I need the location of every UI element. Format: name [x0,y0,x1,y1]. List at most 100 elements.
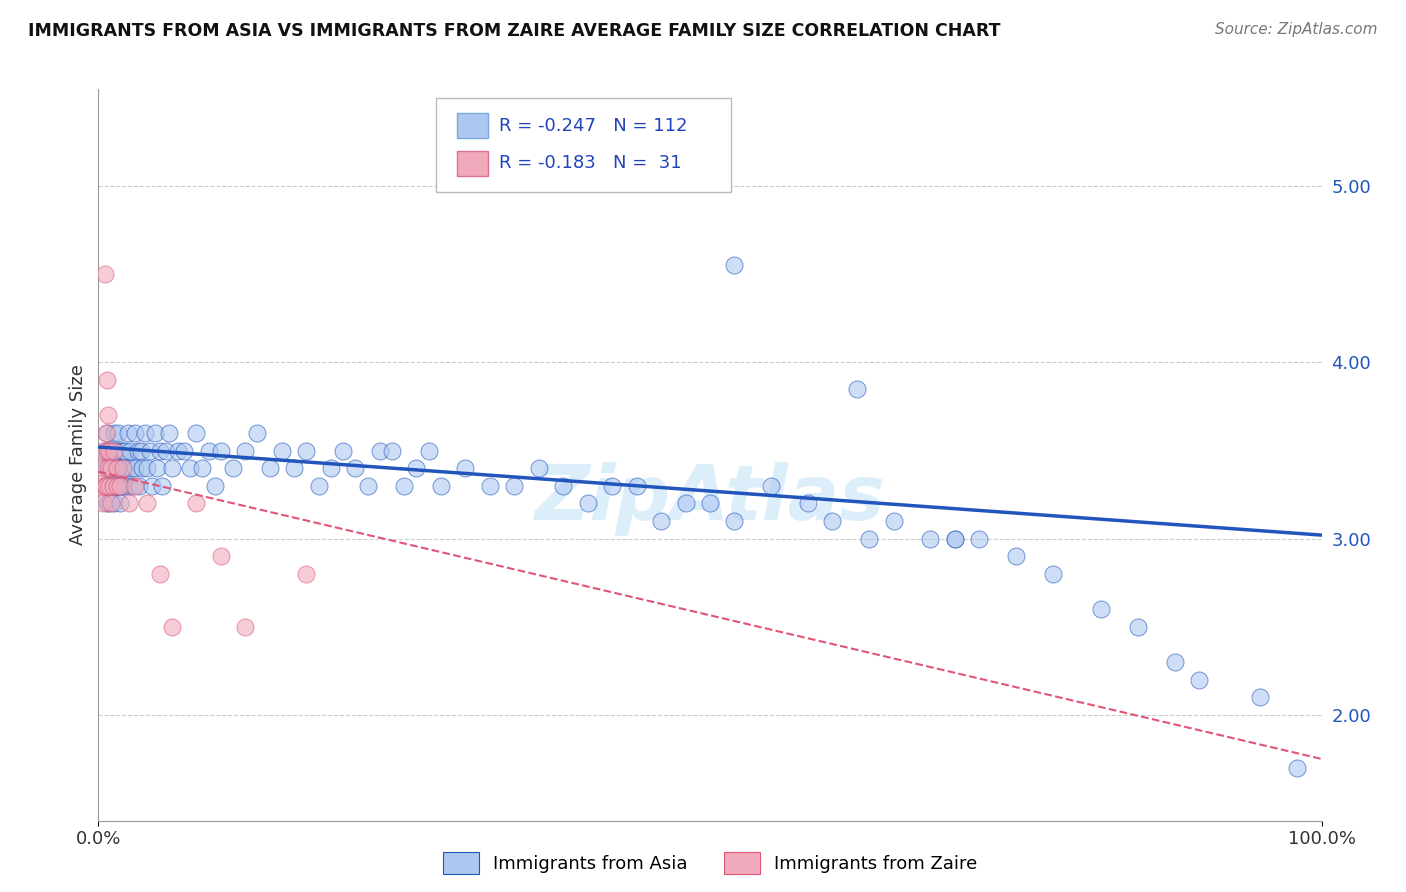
Point [259,461,281,475]
Point [124,461,146,475]
Point [308,479,330,493]
Point [103,425,125,440]
Point [576,496,599,510]
Point [129,443,152,458]
Point [93,479,115,493]
Point [344,461,367,475]
Point [675,496,697,510]
Point [150,479,173,493]
Point [103,496,125,510]
Point [179,461,201,475]
Point [233,443,256,458]
Point [160,461,183,475]
Point [1286,761,1309,775]
Point [103,443,125,458]
Point [111,461,134,475]
Point [101,479,124,493]
Point [97,409,120,423]
Point [100,461,122,475]
Point [91,461,114,475]
Point [943,532,966,546]
Point [105,461,128,475]
Point [1090,602,1112,616]
Point [920,532,942,546]
Point [1249,690,1271,705]
Point [120,461,142,475]
Point [96,373,118,387]
Point [98,479,121,493]
Point [209,549,232,564]
Point [761,479,783,493]
Point [97,443,120,458]
Point [723,259,745,273]
Point [845,382,868,396]
Point [127,443,149,458]
Point [100,443,122,458]
Point [105,479,128,493]
Point [143,425,166,440]
Text: IMMIGRANTS FROM ASIA VS IMMIGRANTS FROM ZAIRE AVERAGE FAMILY SIZE CORRELATION CH: IMMIGRANTS FROM ASIA VS IMMIGRANTS FROM … [28,22,1001,40]
Point [108,443,131,458]
Point [209,443,232,458]
Point [101,479,124,493]
Point [167,443,190,458]
Point [105,443,128,458]
Point [197,443,219,458]
Point [797,496,820,510]
Point [883,514,905,528]
Point [111,461,134,475]
Point [111,479,134,493]
Point [503,479,526,493]
Point [100,479,122,493]
Point [120,443,142,458]
Point [101,443,124,458]
Point [356,479,378,493]
Point [115,461,138,475]
Point [246,425,269,440]
Point [110,479,132,493]
Point [821,514,844,528]
Point [104,479,127,493]
Point [295,566,318,581]
Point [141,479,163,493]
Point [134,425,156,440]
Point [1004,549,1026,564]
Point [136,496,159,510]
Point [93,267,115,281]
Point [943,532,966,546]
Point [112,479,135,493]
Point [600,479,623,493]
Point [270,443,294,458]
Point [121,479,143,493]
Text: R = -0.247   N = 112: R = -0.247 N = 112 [499,117,688,135]
Point [131,461,153,475]
Text: R = -0.183   N =  31: R = -0.183 N = 31 [499,154,682,172]
Point [319,461,342,475]
Point [1164,655,1187,669]
Point [111,443,134,458]
Point [107,425,129,440]
Point [368,443,391,458]
Point [90,479,112,493]
Point [139,443,162,458]
Point [96,443,118,458]
Point [96,425,118,440]
Point [723,514,745,528]
Point [93,479,115,493]
Y-axis label: Average Family Size: Average Family Size [69,365,87,545]
Point [858,532,880,546]
Point [967,532,990,546]
Point [1042,566,1064,581]
Point [100,461,122,475]
Point [1188,673,1211,687]
Point [332,443,354,458]
Text: ZipAtlas: ZipAtlas [534,462,886,536]
Text: Source: ZipAtlas.com: Source: ZipAtlas.com [1215,22,1378,37]
Point [149,566,172,581]
Point [98,443,121,458]
Point [295,443,318,458]
Point [105,479,128,493]
Point [222,461,245,475]
Point [97,461,120,475]
Point [124,479,146,493]
